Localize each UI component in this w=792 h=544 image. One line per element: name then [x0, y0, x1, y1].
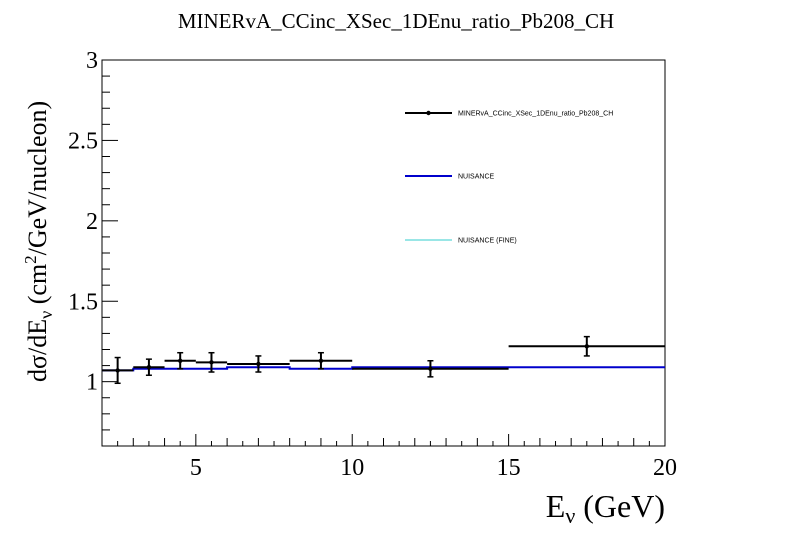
x-tick-label: 10: [340, 455, 364, 481]
y-tick-label: 2: [86, 209, 98, 235]
axis-ticks: 5 10 15 20 1 1.5 2 2.5 3: [68, 48, 677, 481]
y-tick-label: 2.5: [68, 128, 98, 154]
data-point-marker: [318, 358, 324, 363]
data-point-marker: [146, 364, 152, 370]
legend-label: NUISANCE (FINE): [458, 238, 517, 245]
data-point: [102, 356, 134, 385]
series-layer: [102, 335, 665, 385]
data-point-marker: [177, 358, 183, 363]
data-point: [508, 335, 665, 357]
y-axis-label-sub: ν: [36, 311, 56, 319]
y-axis-label: dσ/dEν (cm2/GeV/nucleon): [21, 101, 56, 382]
y-tick-label: 3: [86, 48, 98, 74]
legend-entry: NUISANCE: [405, 174, 495, 181]
x-axis-label-sub: ν: [565, 503, 575, 528]
x-tick-label: 15: [497, 455, 521, 481]
legend-label: NUISANCE: [458, 174, 495, 181]
y-axis-label-post: /GeV/nucleon): [23, 101, 52, 256]
data-point: [195, 351, 228, 373]
data-point-marker: [428, 366, 433, 371]
legend: MINERvA_CCinc_XSec_1DEnu_ratio_Pb208_CH N…: [405, 111, 613, 245]
y-axis-label-sup: 2: [21, 255, 40, 264]
legend-marker: [426, 110, 431, 116]
legend-label: MINERvA_CCinc_XSec_1DEnu_ratio_Pb208_CH: [458, 111, 613, 118]
nuisance-histogram-line: [102, 366, 665, 372]
data-point: [227, 355, 290, 373]
data-point-marker: [256, 361, 261, 367]
y-axis-label-pre: dσ/dE: [23, 319, 52, 382]
data-point-marker: [115, 368, 120, 373]
legend-entry: MINERvA_CCinc_XSec_1DEnu_ratio_Pb208_CH: [405, 111, 613, 118]
data-point: [289, 351, 353, 370]
data-point: [164, 351, 196, 370]
x-axis-label-main: E: [546, 488, 566, 524]
y-tick-label: 1: [86, 370, 98, 396]
x-axis-label: Eν (GeV): [546, 488, 665, 528]
data-point: [133, 358, 165, 376]
x-tick-label: 20: [653, 455, 677, 481]
legend-entry: NUISANCE (FINE): [405, 238, 517, 245]
y-axis-label-mid: (cm: [23, 264, 52, 311]
chart-title: MINERvA_CCinc_XSec_1DEnu_ratio_Pb208_CH: [178, 9, 614, 33]
y-tick-label: 1.5: [68, 289, 98, 315]
x-tick-label: 5: [190, 455, 202, 481]
data-point: [352, 360, 509, 378]
x-axis-label-unit: (GeV): [575, 488, 665, 524]
data-point-marker: [209, 360, 214, 365]
data-point-marker: [584, 344, 590, 349]
